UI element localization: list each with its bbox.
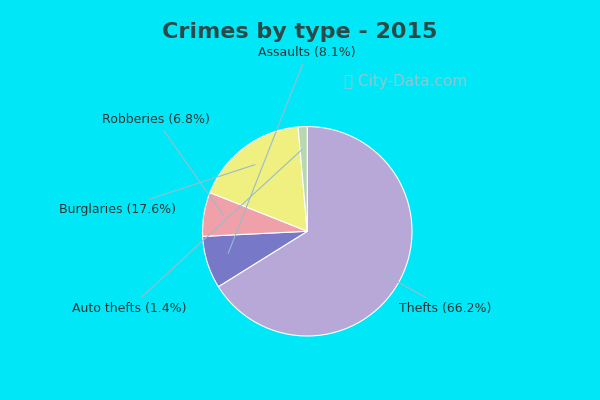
Text: Robberies (6.8%): Robberies (6.8%): [102, 113, 223, 215]
Wedge shape: [203, 231, 307, 287]
Text: Burglaries (17.6%): Burglaries (17.6%): [59, 165, 255, 216]
Text: Assaults (8.1%): Assaults (8.1%): [228, 46, 356, 253]
Text: Crimes by type - 2015: Crimes by type - 2015: [163, 22, 437, 42]
Text: Thefts (66.2%): Thefts (66.2%): [383, 274, 491, 315]
Wedge shape: [218, 126, 412, 336]
Text: Auto thefts (1.4%): Auto thefts (1.4%): [72, 150, 302, 315]
Wedge shape: [298, 126, 307, 231]
Wedge shape: [210, 127, 307, 231]
Wedge shape: [203, 193, 307, 236]
Text: ⓘ City-Data.com: ⓘ City-Data.com: [344, 74, 467, 88]
